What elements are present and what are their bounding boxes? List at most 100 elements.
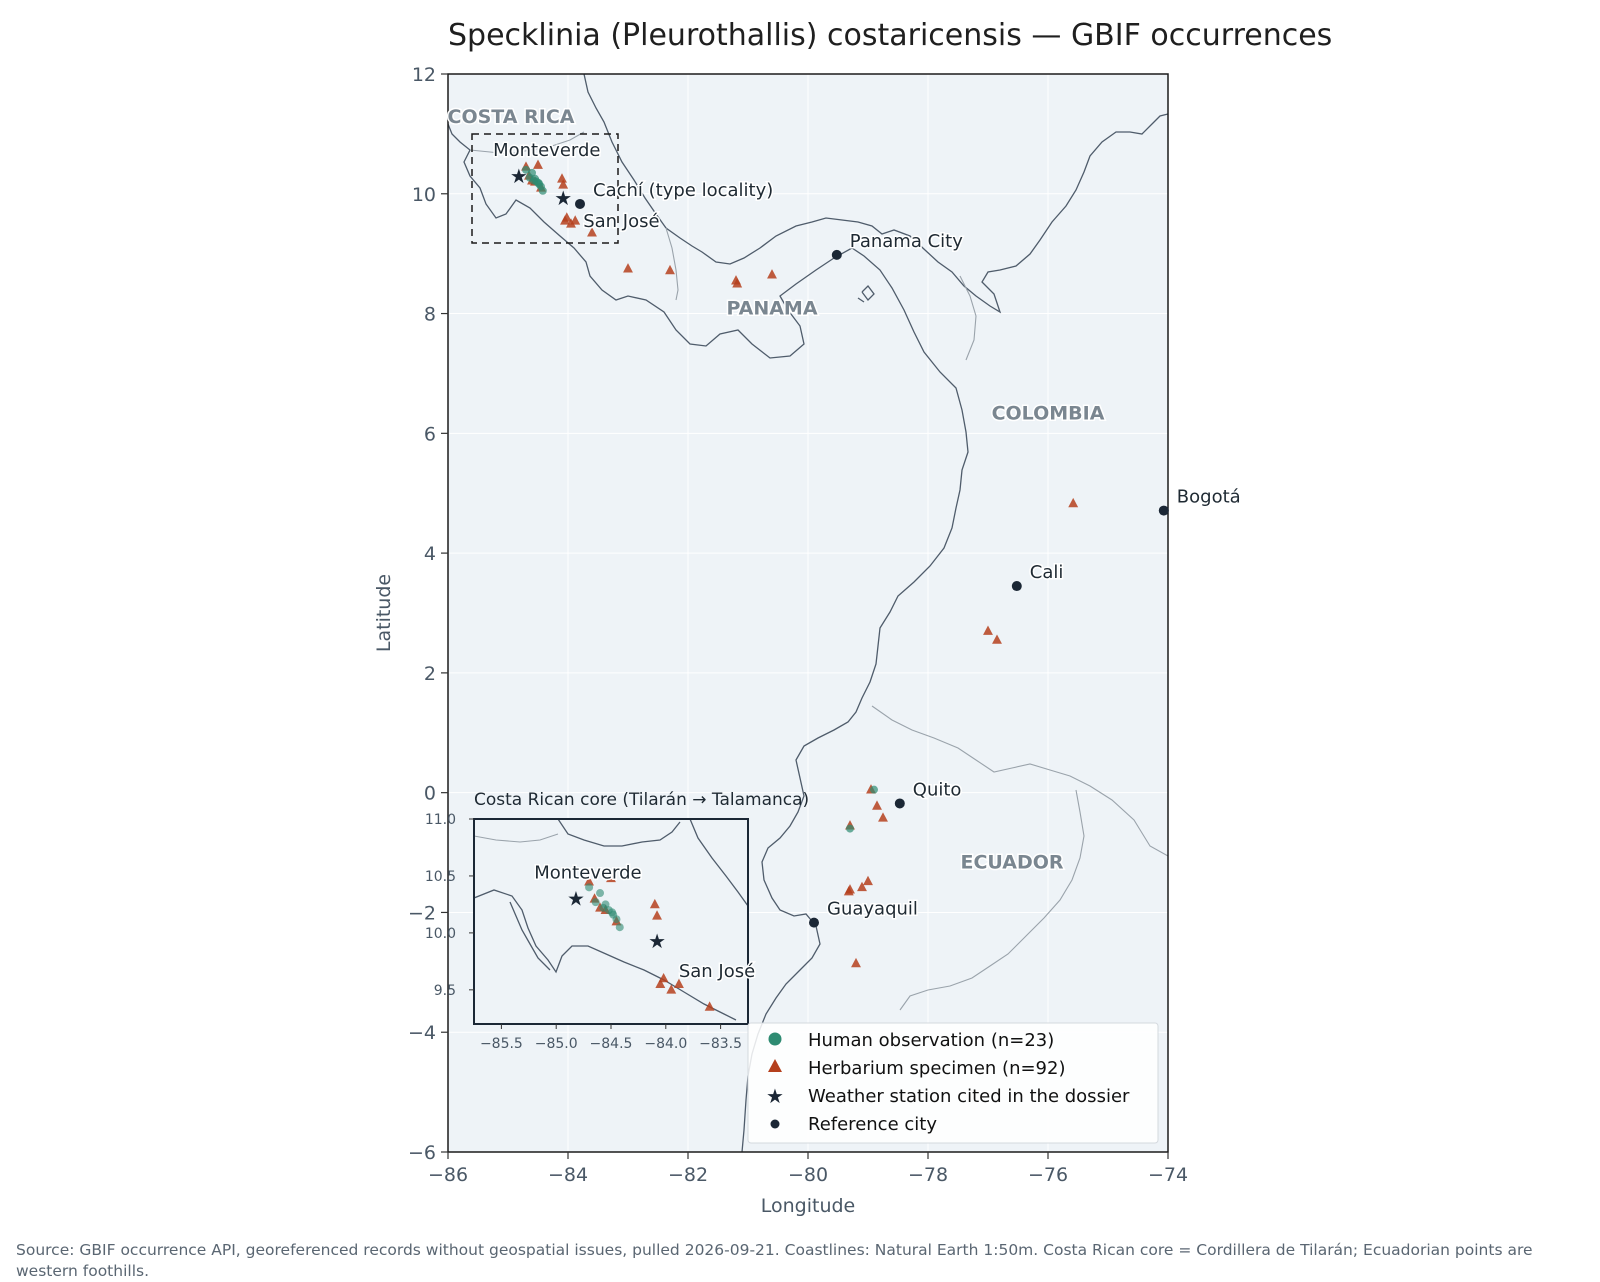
- country-label: PANAMA: [726, 298, 817, 320]
- legend-reference-city-marker: [770, 1119, 780, 1129]
- reference-city-label: Bogotá: [1177, 487, 1241, 508]
- inset-y-tick-label: 11.0: [425, 812, 456, 828]
- human-observation-point: [522, 165, 530, 174]
- occurrence-points: ★★: [510, 159, 1079, 968]
- human-observation-point: [535, 180, 544, 189]
- coastline-gulf-panama: [857, 285, 875, 303]
- x-tick-label: −76: [1028, 1164, 1068, 1186]
- human-observation-point: [846, 824, 854, 833]
- legend-herbarium-specimen-marker: [768, 1059, 782, 1072]
- inset-x-tick-label: −85.5: [480, 1036, 523, 1052]
- reference-city-label: Cachí (type locality): [593, 180, 773, 201]
- inset-human-observation-point: [591, 898, 600, 907]
- reference-city-label: Guayaquil: [827, 899, 918, 920]
- border-ecuador-peru: [899, 789, 1085, 1011]
- inset-title: Costa Rican core (Tilarán → Talamanca): [474, 790, 809, 810]
- herbarium-specimen-point: [560, 215, 570, 225]
- y-tick-label: 6: [424, 423, 436, 445]
- herbarium-specimen-point: [992, 634, 1002, 644]
- x-tick-label: −74: [1148, 1164, 1188, 1186]
- herbarium-specimen-point: [732, 278, 743, 288]
- inset-coastline-nicoya: [509, 901, 551, 971]
- inset-extent-box: [471, 133, 619, 244]
- herbarium-specimen-point: [843, 885, 854, 896]
- y-tick-label: −4: [408, 1022, 436, 1044]
- y-tick-label: −6: [408, 1142, 436, 1164]
- x-tick-label: −86: [428, 1164, 468, 1186]
- legend-station-marker-star-icon: ★: [766, 1084, 784, 1108]
- y-tick-label: −2: [408, 902, 436, 924]
- inset-x-tick-label: −84.5: [590, 1036, 633, 1052]
- x-tick-label: −78: [908, 1164, 948, 1186]
- reference-city-marker: [575, 198, 585, 209]
- inset-herbarium-specimen-point: [584, 876, 595, 886]
- weather-station-star-icon: ★: [554, 186, 572, 210]
- x-tick-label: −82: [668, 1164, 708, 1186]
- herbarium-specimen-point: [587, 227, 597, 237]
- border-costa-rica-panama: [665, 227, 679, 301]
- map-axes: −86 −84 −82 −80 −78 −76 −74 −6 −4 −2 0 2 4 6 8 10 12: [408, 64, 1188, 1186]
- inset-coastline-caribbean: [557, 819, 748, 907]
- country-labels: COSTA RICA PANAMA COLOMBIA ECUADOR: [446, 104, 1106, 875]
- reference-city-label: Panama City: [850, 231, 963, 252]
- y-tick-label: 0: [424, 783, 436, 805]
- herbarium-specimen-point: [857, 881, 867, 892]
- coastline-caribbean: [583, 74, 1168, 314]
- inset-weather-station-star-icon: ★: [567, 887, 585, 911]
- herbarium-specimen-point: [533, 159, 543, 169]
- y-tick-label: 4: [424, 543, 436, 565]
- inset-y-tick-label: 10.5: [425, 869, 456, 885]
- border-colombia-ecuador: [871, 705, 1168, 857]
- inset-herbarium-specimen-point: [666, 984, 677, 994]
- x-tick-label: −80: [788, 1164, 828, 1186]
- inset-x-tick-label: −83.5: [699, 1036, 742, 1052]
- herbarium-specimen-point: [623, 263, 633, 273]
- country-label: COLOMBIA: [992, 402, 1105, 424]
- y-axis-label: Latitude: [373, 574, 395, 652]
- border-panama-colombia: [959, 275, 977, 361]
- reference-city-label: San José: [583, 211, 659, 232]
- inset-herbarium-specimen-point: [658, 972, 669, 983]
- y-tick-label: 12: [412, 64, 436, 86]
- legend-herbarium-specimen-label: Herbarium specimen (n=92): [808, 1058, 1065, 1079]
- inset-herbarium-specimen-point: [704, 1001, 715, 1011]
- herbarium-specimen-point: [570, 215, 581, 225]
- legend-human-observation-marker: [768, 1032, 782, 1046]
- reference-city-marker: [1011, 581, 1022, 592]
- border-nicaragua: [469, 131, 585, 155]
- human-observation-point: [870, 785, 878, 794]
- inset-x-tick-label: −85.0: [535, 1036, 578, 1052]
- herbarium-specimen-point: [872, 800, 882, 810]
- reference-cities: Monteverde Cachí (type locality) San José P…: [492, 138, 1242, 928]
- inset-human-observation-point: [609, 910, 618, 919]
- inset-human-observation-point: [615, 923, 624, 932]
- inset-coastline-pacific: [474, 889, 737, 1021]
- coastline-pacific: [448, 123, 969, 1152]
- y-tick-label: 10: [412, 184, 436, 206]
- inset-herbarium-specimen-point: [655, 978, 666, 988]
- inset-weather-station-star-icon: ★: [648, 929, 666, 953]
- station-label-monteverde: Monteverde: [493, 140, 600, 161]
- country-label: ECUADOR: [960, 852, 1063, 874]
- inset-place-label: Monteverde: [534, 863, 641, 884]
- reference-city-label: Cali: [1030, 562, 1064, 583]
- inset-herbarium-specimen-point: [674, 978, 684, 988]
- legend-reference-city-label: Reference city: [808, 1114, 937, 1135]
- inset-occurrence-points: ★★: [567, 872, 715, 1011]
- source-note: Source: GBIF occurrence API, georeferenc…: [16, 1241, 1533, 1280]
- herbarium-specimen-point: [566, 218, 576, 228]
- weather-station-star-icon: ★: [510, 164, 528, 188]
- legend-weather-station-label: Weather station cited in the dossier: [808, 1086, 1130, 1107]
- herbarium-specimen-point: [983, 625, 993, 635]
- herbarium-specimen-point: [767, 269, 777, 279]
- herbarium-specimen-point: [558, 179, 569, 189]
- inset-background: [474, 819, 748, 1024]
- inset-place-label: San José: [679, 961, 755, 982]
- inset-map: ★★ −85.5 −85.0 −84.5 −84.0 −83.59.510.010.51…: [425, 790, 809, 1052]
- y-tick-label: 8: [424, 304, 436, 326]
- x-axis-label: Longitude: [761, 1195, 856, 1217]
- legend-human-observation-label: Human observation (n=23): [808, 1030, 1054, 1051]
- land-features: [448, 74, 1168, 1152]
